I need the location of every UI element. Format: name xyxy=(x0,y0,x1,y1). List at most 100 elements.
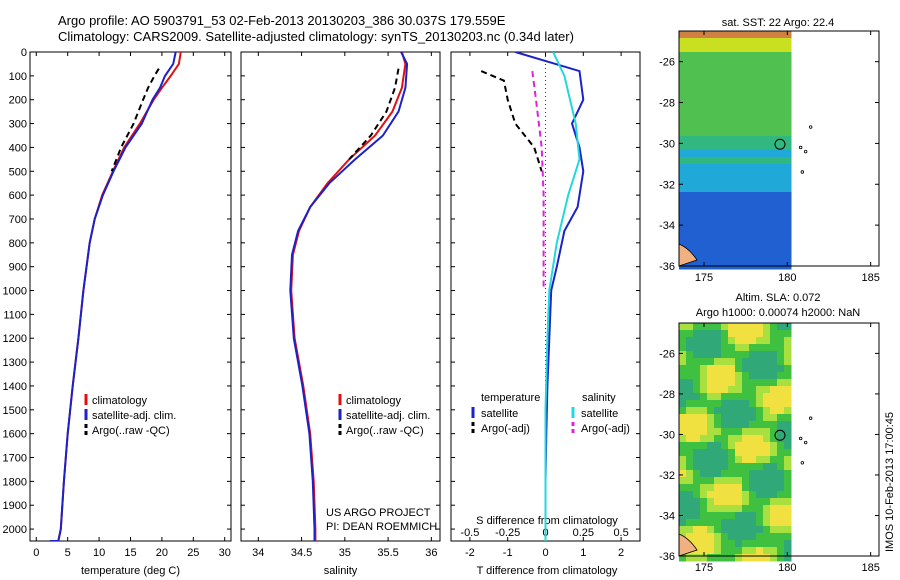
map-cell xyxy=(714,52,722,60)
map-cell xyxy=(679,38,687,46)
map-cell xyxy=(756,512,764,520)
map-cell xyxy=(742,393,750,401)
map-cell xyxy=(777,505,785,513)
map-cell xyxy=(693,323,701,331)
map-cell xyxy=(693,227,701,235)
land-coast xyxy=(678,243,698,267)
map-cell xyxy=(749,428,757,436)
map-cell xyxy=(784,38,792,46)
map-cell xyxy=(686,463,694,471)
map-cell xyxy=(735,400,743,408)
map-cell xyxy=(686,136,694,144)
map-cell xyxy=(756,428,764,436)
map-cell xyxy=(721,344,729,352)
map-cell xyxy=(777,435,785,443)
map-cell xyxy=(756,213,764,221)
map-cell xyxy=(693,435,701,443)
island-marker xyxy=(803,149,808,154)
map-cell xyxy=(693,421,701,429)
map-cell xyxy=(714,491,722,499)
map-cell xyxy=(756,442,764,450)
map-cell xyxy=(714,393,722,401)
map-cell xyxy=(749,227,757,235)
map-cell xyxy=(735,512,743,520)
map-cell xyxy=(777,87,785,95)
map-cell xyxy=(784,463,792,471)
map-cell xyxy=(707,421,715,429)
map-cell xyxy=(742,150,750,158)
map-cell xyxy=(756,115,764,123)
map-cell xyxy=(770,491,778,499)
map-cell xyxy=(721,143,729,151)
map-cell xyxy=(728,73,736,81)
map-cell xyxy=(742,206,750,214)
map-cell xyxy=(693,31,701,39)
map-cell xyxy=(693,206,701,214)
map-cell xyxy=(693,358,701,366)
map-cell xyxy=(707,540,715,548)
map-cell xyxy=(777,463,785,471)
map-cell xyxy=(679,94,687,102)
map-cell xyxy=(756,372,764,380)
map-cell xyxy=(707,463,715,471)
map-cell xyxy=(742,66,750,74)
map-cell xyxy=(679,45,687,53)
map-cell xyxy=(728,234,736,242)
map-cell xyxy=(749,526,757,534)
map-cell xyxy=(728,115,736,123)
map-cell xyxy=(693,344,701,352)
map-cell xyxy=(679,192,687,200)
map-cell xyxy=(728,87,736,95)
map-cell xyxy=(679,227,687,235)
map-cell xyxy=(777,115,785,123)
map-cell xyxy=(714,351,722,359)
map-cell xyxy=(714,178,722,186)
map-cell xyxy=(686,213,694,221)
map-cell xyxy=(742,129,750,137)
map-cell xyxy=(756,255,764,263)
map-cell xyxy=(763,73,771,81)
map-cell xyxy=(763,115,771,123)
ytick-label: 1200 xyxy=(3,333,27,345)
map-cell xyxy=(714,206,722,214)
map-cell xyxy=(777,414,785,422)
map-cell xyxy=(700,526,708,534)
map-cell xyxy=(756,164,764,172)
map-cell xyxy=(763,66,771,74)
map-sla_map-cells xyxy=(679,323,792,562)
map-cell xyxy=(700,66,708,74)
map-cell xyxy=(742,157,750,165)
ytick-label: 1900 xyxy=(3,500,27,512)
map-cell xyxy=(742,199,750,207)
map-cell xyxy=(714,38,722,46)
line-salinity-climatology xyxy=(290,52,407,541)
map-cell xyxy=(721,533,729,541)
map-cell xyxy=(763,31,771,39)
map-cell xyxy=(770,73,778,81)
map-cell xyxy=(763,519,771,527)
map-cell xyxy=(707,213,715,221)
ytick-label: 500 xyxy=(9,166,27,178)
map-cell xyxy=(714,164,722,172)
xtick-label-salinity: 34 xyxy=(252,547,264,559)
map-cell xyxy=(784,428,792,436)
map-cell xyxy=(714,554,722,562)
map-cell xyxy=(714,80,722,88)
map-cell xyxy=(770,101,778,109)
map-cell xyxy=(686,157,694,165)
map-cell xyxy=(714,379,722,387)
map-cell xyxy=(756,330,764,338)
map-cell xyxy=(735,150,743,158)
map-cell xyxy=(693,157,701,165)
map-cell xyxy=(735,491,743,499)
map-cell xyxy=(784,164,792,172)
map-cell xyxy=(679,164,687,172)
map-cell xyxy=(777,66,785,74)
map-cell xyxy=(707,337,715,345)
map-cell xyxy=(756,435,764,443)
map-cell xyxy=(777,512,785,520)
map-cell xyxy=(735,59,743,67)
xlabel-sdiff: S difference from climatology xyxy=(476,515,618,527)
map-cell xyxy=(784,220,792,228)
map-cell xyxy=(700,449,708,457)
